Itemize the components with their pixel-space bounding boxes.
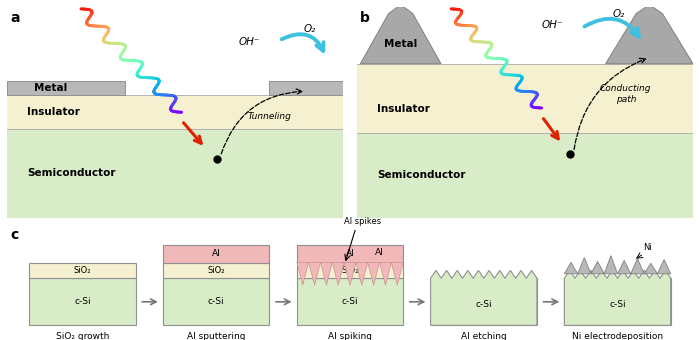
Bar xyxy=(430,278,537,325)
Bar xyxy=(357,64,693,133)
Bar xyxy=(29,262,136,278)
Bar xyxy=(297,262,403,278)
Polygon shape xyxy=(564,262,578,274)
Text: c-Si: c-Si xyxy=(609,300,626,309)
Text: Al spikes: Al spikes xyxy=(344,217,382,226)
Text: SiO₂: SiO₂ xyxy=(207,266,225,275)
Bar xyxy=(163,278,270,325)
Polygon shape xyxy=(564,270,671,325)
Text: Semiconductor: Semiconductor xyxy=(377,170,466,181)
Text: SiO₂: SiO₂ xyxy=(341,266,358,275)
Polygon shape xyxy=(379,262,391,285)
Text: SiO₂: SiO₂ xyxy=(74,266,91,275)
Text: O₂: O₂ xyxy=(613,9,625,19)
Polygon shape xyxy=(321,262,332,285)
Text: c-Si: c-Si xyxy=(342,297,358,306)
Polygon shape xyxy=(430,270,537,325)
Bar xyxy=(7,129,343,218)
Text: Al sputtering: Al sputtering xyxy=(187,332,246,340)
Text: Al: Al xyxy=(346,249,354,258)
Polygon shape xyxy=(356,262,368,285)
Text: b: b xyxy=(360,11,370,25)
Polygon shape xyxy=(578,258,591,274)
Text: Ni: Ni xyxy=(643,243,652,252)
Bar xyxy=(357,133,693,218)
Polygon shape xyxy=(391,262,403,285)
Text: Metal: Metal xyxy=(384,39,417,49)
Text: OH⁻: OH⁻ xyxy=(238,37,260,47)
Text: Insulator: Insulator xyxy=(27,107,80,117)
Text: Al etching: Al etching xyxy=(461,332,507,340)
Text: Ni electrodeposition: Ni electrodeposition xyxy=(572,332,663,340)
Polygon shape xyxy=(606,5,693,64)
Polygon shape xyxy=(591,261,604,274)
Polygon shape xyxy=(631,258,644,274)
Text: c-Si: c-Si xyxy=(208,297,225,306)
Text: Conducting
path: Conducting path xyxy=(600,84,652,104)
Polygon shape xyxy=(617,260,631,274)
Polygon shape xyxy=(344,262,356,285)
Polygon shape xyxy=(309,262,321,285)
Text: c: c xyxy=(10,228,19,242)
Text: c-Si: c-Si xyxy=(74,297,91,306)
Bar xyxy=(163,262,270,278)
Text: Semiconductor: Semiconductor xyxy=(27,168,116,179)
Bar xyxy=(7,95,343,129)
Bar xyxy=(297,278,403,325)
Polygon shape xyxy=(332,262,344,285)
Polygon shape xyxy=(657,259,671,274)
Text: OH⁻: OH⁻ xyxy=(541,20,563,30)
Polygon shape xyxy=(297,262,309,285)
Polygon shape xyxy=(368,262,379,285)
Bar xyxy=(269,81,343,95)
Text: c-Si: c-Si xyxy=(475,297,492,306)
Text: Al: Al xyxy=(375,248,384,257)
Text: c-Si: c-Si xyxy=(475,300,492,309)
Text: c-Si: c-Si xyxy=(609,297,626,306)
Text: Metal: Metal xyxy=(34,83,67,93)
Text: Al spiking: Al spiking xyxy=(328,332,372,340)
Bar xyxy=(564,278,671,325)
Polygon shape xyxy=(644,263,657,274)
Polygon shape xyxy=(360,5,441,64)
Bar xyxy=(297,244,403,262)
Bar xyxy=(29,278,136,325)
Bar xyxy=(7,81,125,95)
Text: SiO₂ growth: SiO₂ growth xyxy=(56,332,109,340)
Text: Insulator: Insulator xyxy=(377,104,430,114)
Text: Al: Al xyxy=(212,249,220,258)
Text: Tunneling: Tunneling xyxy=(247,112,291,120)
Text: a: a xyxy=(10,11,20,25)
Text: O₂: O₂ xyxy=(303,24,316,34)
Polygon shape xyxy=(604,256,617,274)
Bar xyxy=(163,244,270,262)
